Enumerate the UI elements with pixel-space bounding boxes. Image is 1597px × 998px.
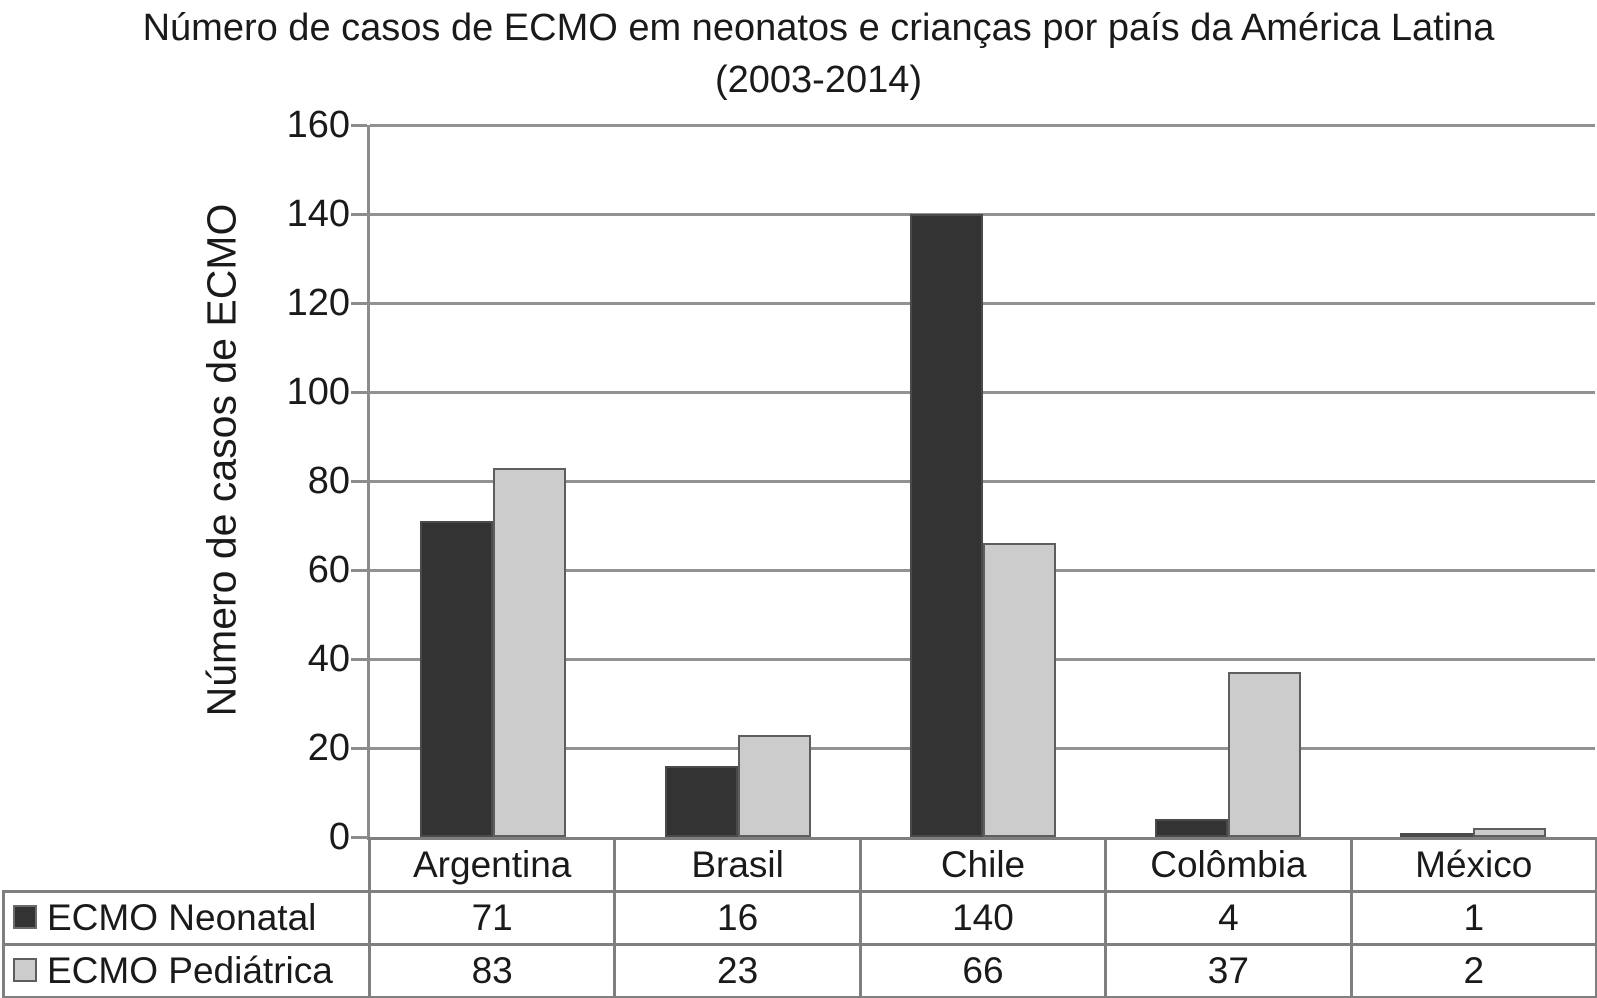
bar-ecmo-neonatal-col-mbia	[1154, 819, 1228, 837]
value-cell-ecmo-pedi-trica-brasil: 23	[613, 943, 862, 998]
plot-area	[370, 123, 1595, 837]
bar-ecmo-pedi-trica-argentina	[492, 467, 566, 837]
bar-ecmo-neonatal-argentina	[419, 521, 493, 837]
gridline-140	[370, 212, 1595, 216]
value-cell-ecmo-pedi-trica-argentina: 83	[367, 943, 617, 998]
y-tick-label-20: 20	[307, 727, 350, 769]
bar-ecmo-neonatal-m-xico	[1399, 832, 1473, 837]
y-tick-140	[351, 212, 367, 216]
table-row-ecmo-pedi-trica: ECMO Pediátrica 83 23 66 37 2	[2, 943, 1597, 998]
legend-label: ECMO Neonatal	[47, 897, 317, 938]
y-tick-label-80: 80	[307, 460, 350, 502]
value-cell-ecmo-pedi-trica-chile: 66	[858, 943, 1108, 998]
y-tick-160	[351, 123, 367, 127]
category-header-chile: Chile	[858, 837, 1108, 893]
y-tick-label-100: 100	[286, 371, 350, 413]
bar-ecmo-pedi-trica-chile	[982, 543, 1056, 837]
y-tick-20	[351, 746, 367, 750]
legend-swatch-icon	[13, 958, 37, 983]
y-tick-40	[351, 657, 367, 661]
y-tick-label-40: 40	[307, 638, 350, 680]
table-header-row: Argentina Brasil Chile Colômbia México	[4, 837, 1597, 893]
category-header-col-mbia: Colômbia	[1104, 837, 1353, 893]
legend-label: ECMO Pediátrica	[47, 950, 333, 991]
bar-ecmo-neonatal-chile	[909, 214, 983, 837]
value-cell-ecmo-neonatal-argentina: 71	[367, 890, 617, 946]
bar-ecmo-neonatal-brasil	[664, 765, 738, 837]
y-tick-120	[351, 301, 367, 305]
gridline-120	[370, 301, 1595, 305]
gridline-160	[370, 123, 1595, 127]
category-header-m-xico: México	[1349, 837, 1597, 893]
gridline-80	[370, 479, 1595, 483]
value-cell-ecmo-neonatal-m-xico: 1	[1349, 890, 1597, 946]
legend-swatch-icon	[13, 905, 37, 930]
y-axis-line	[367, 125, 370, 840]
value-cell-ecmo-neonatal-chile: 140	[858, 890, 1108, 946]
chart-title: Número de casos de ECMO em neonatos e cr…	[40, 2, 1597, 107]
legend-cell-ecmo-neonatal: ECMO Neonatal	[2, 890, 371, 946]
y-tick-label-120: 120	[286, 282, 350, 324]
bar-ecmo-pedi-trica-m-xico	[1472, 828, 1546, 837]
legend-cell-ecmo-pedi-trica: ECMO Pediátrica	[2, 943, 371, 998]
bar-ecmo-pedi-trica-brasil	[737, 734, 811, 837]
category-header-argentina: Argentina	[367, 837, 617, 893]
y-tick-label-0: 0	[328, 816, 350, 858]
bar-ecmo-pedi-trica-col-mbia	[1227, 672, 1301, 837]
gridline-100	[370, 390, 1595, 394]
category-header-brasil: Brasil	[613, 837, 862, 893]
y-tick-label-160: 160	[286, 104, 350, 146]
value-cell-ecmo-neonatal-brasil: 16	[613, 890, 862, 946]
chart-title-line2: (2003-2014)	[714, 59, 923, 102]
y-tick-80	[351, 479, 367, 483]
value-cell-ecmo-pedi-trica-m-xico: 2	[1349, 943, 1597, 998]
data-table: Argentina Brasil Chile Colômbia México ECMO N…	[2, 837, 1597, 998]
table-row-ecmo-neonatal: ECMO Neonatal 71 16 140 4 1	[2, 890, 1597, 946]
y-tick-100	[351, 390, 367, 394]
chart-title-line1: Número de casos de ECMO em neonatos e cr…	[142, 7, 1495, 49]
value-cell-ecmo-neonatal-col-mbia: 4	[1104, 890, 1353, 946]
value-cell-ecmo-pedi-trica-col-mbia: 37	[1104, 943, 1353, 998]
y-tick-label-60: 60	[307, 549, 350, 591]
y-tick-0	[351, 835, 367, 839]
y-tick-label-140: 140	[286, 193, 350, 235]
y-tick-60	[351, 568, 367, 572]
